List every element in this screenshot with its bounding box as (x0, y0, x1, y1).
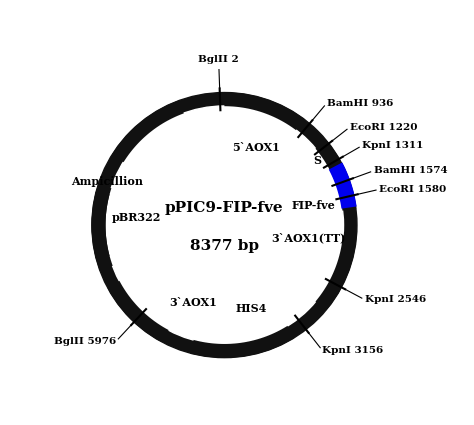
Circle shape (105, 106, 344, 344)
Text: BglII 5976: BglII 5976 (54, 337, 116, 346)
Text: pPIC9-FIP-fve: pPIC9-FIP-fve (165, 201, 284, 215)
Text: FIP-fve: FIP-fve (291, 200, 335, 211)
Text: pBR322: pBR322 (112, 212, 161, 223)
Text: EcoRI 1580: EcoRI 1580 (379, 185, 447, 194)
Text: BamHI 1574: BamHI 1574 (374, 166, 447, 175)
Text: KpnI 2546: KpnI 2546 (365, 295, 426, 304)
Text: 8377 bp: 8377 bp (190, 239, 259, 253)
Text: BglII 2: BglII 2 (199, 55, 239, 64)
Circle shape (92, 93, 357, 357)
Text: BamHI 936: BamHI 936 (327, 99, 393, 108)
Text: 5`AOX1: 5`AOX1 (232, 142, 280, 153)
Text: Ampicillion: Ampicillion (71, 176, 143, 187)
Text: 3`AOX1(TT): 3`AOX1(TT) (271, 232, 345, 244)
Text: EcoRI 1220: EcoRI 1220 (350, 123, 417, 132)
Text: KpnI 3156: KpnI 3156 (322, 346, 383, 355)
Text: 3`AOX1: 3`AOX1 (169, 298, 217, 309)
Text: HIS4: HIS4 (236, 303, 267, 314)
Text: KpnI 1311: KpnI 1311 (362, 141, 423, 150)
Text: S: S (313, 155, 321, 166)
